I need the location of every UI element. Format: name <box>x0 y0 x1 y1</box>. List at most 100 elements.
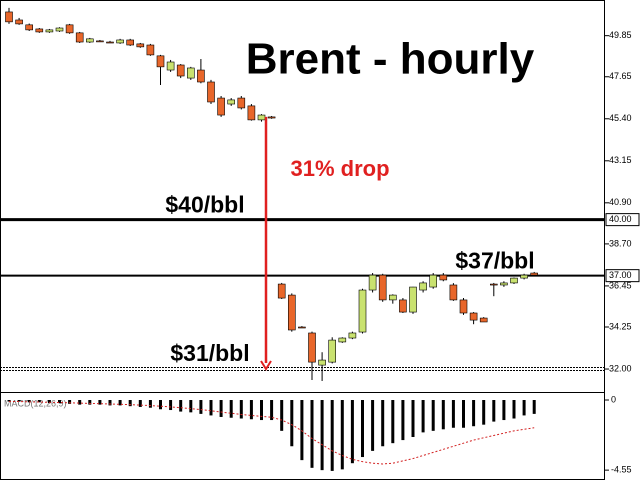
y-tick-label: 38.70 <box>609 238 632 248</box>
candle-body <box>489 283 498 286</box>
y-tick-label: 32.00 <box>609 363 632 373</box>
macd-bar <box>169 400 173 411</box>
candle-body <box>328 339 337 363</box>
level-tag: 37.00 <box>609 270 632 280</box>
macd-bar <box>472 400 476 427</box>
macd-tick-label: -4.55 <box>611 465 632 475</box>
candle-body <box>399 299 407 313</box>
macd-bar <box>270 400 274 421</box>
candle-body <box>520 274 528 279</box>
candle-body <box>348 332 357 339</box>
macd-bar <box>58 400 61 404</box>
macd-bar <box>371 400 375 451</box>
candle-body <box>35 28 44 33</box>
candle-body <box>368 274 377 291</box>
arrow-label: 31% drop <box>290 156 389 181</box>
level-tag-box <box>605 213 640 227</box>
macd-tick-label: 0 <box>611 394 616 404</box>
macd-bar <box>310 400 314 468</box>
candle-body <box>308 332 316 363</box>
candle-body <box>65 24 74 34</box>
macd-bar <box>189 400 193 413</box>
macd-bar <box>118 400 122 406</box>
y-tick-label: 49.85 <box>609 30 632 40</box>
candle-body <box>500 282 508 286</box>
candle-body <box>429 274 438 288</box>
level-label: $40/bbl <box>165 192 244 218</box>
y-tick-label: 36.45 <box>609 280 632 290</box>
macd-bar <box>290 400 294 447</box>
macd-bar <box>381 400 385 447</box>
macd-bar <box>391 400 395 444</box>
macd-bar <box>320 400 324 471</box>
y-tick-label: 47.65 <box>609 71 632 81</box>
candle-body <box>439 274 448 281</box>
y-tick-label: 43.15 <box>609 155 632 165</box>
candle-body <box>318 359 326 366</box>
macd-bar <box>512 400 516 419</box>
macd-bar <box>219 400 223 417</box>
macd-bar <box>462 400 465 428</box>
macd-bar <box>431 400 435 431</box>
macd-bar <box>340 400 344 470</box>
candle-body <box>25 24 34 31</box>
candle-body <box>530 272 539 276</box>
macd-bar <box>492 400 496 422</box>
macd-bar <box>159 400 162 410</box>
macd-bar <box>27 400 31 403</box>
macd-bar <box>37 400 41 403</box>
candle-body <box>15 19 23 25</box>
candle-body <box>146 44 155 56</box>
y-tick-label: 34.25 <box>609 321 632 331</box>
macd-bar <box>199 400 203 414</box>
y-tick-label: 40.90 <box>609 197 632 207</box>
macd-bar <box>239 400 243 419</box>
macd-bar <box>78 400 82 405</box>
macd-bar <box>300 400 304 461</box>
chart-title: Brent - hourly <box>246 35 535 84</box>
candle-body <box>287 294 296 331</box>
candle-body <box>227 99 235 105</box>
macd-bar <box>17 400 21 402</box>
macd-bar <box>502 400 506 421</box>
macd-bar <box>229 400 233 418</box>
macd-bar <box>361 400 364 458</box>
candle-body <box>126 39 134 46</box>
candle-body <box>55 27 64 32</box>
macd-bar <box>7 400 11 402</box>
candle-body <box>176 64 185 77</box>
macd-bar <box>522 400 526 416</box>
macd-bar <box>98 400 102 405</box>
macd-bar <box>88 400 92 405</box>
macd-bar <box>421 400 425 433</box>
macd-bar <box>148 400 152 408</box>
candle-body <box>247 105 256 121</box>
macd-bar <box>350 400 354 464</box>
candle-body <box>277 283 286 299</box>
candle-body <box>388 294 397 301</box>
candle-body <box>106 41 114 44</box>
candle-body <box>96 40 104 43</box>
candle-body <box>479 317 488 323</box>
candle-body <box>207 81 215 103</box>
macd-bar <box>401 400 405 441</box>
macd-bar <box>249 400 253 420</box>
candle-body <box>469 312 478 321</box>
candle-body <box>5 11 13 23</box>
candle-body <box>217 97 225 116</box>
level-label: $37/bbl <box>455 248 534 274</box>
macd-bar <box>108 400 112 406</box>
candle-body <box>116 39 124 44</box>
candle-body <box>86 38 94 43</box>
candle-body <box>45 29 54 33</box>
candle-body <box>156 55 165 68</box>
macd-label: MACD(12,26,9) <box>4 398 67 408</box>
macd-bar <box>330 400 334 471</box>
macd-bar <box>179 400 183 412</box>
candle-body <box>510 277 518 284</box>
candle-body <box>197 69 205 83</box>
macd-bar <box>138 400 142 407</box>
candle-body <box>409 286 417 313</box>
